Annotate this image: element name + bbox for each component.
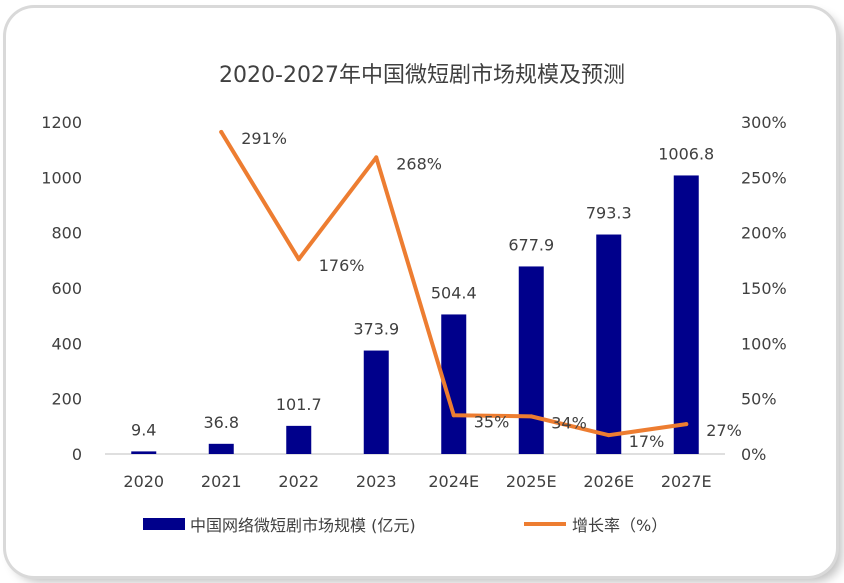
growth-data-label: 291%: [241, 129, 287, 148]
left-axis-tick-label: 200: [51, 390, 82, 409]
growth-line-series: 291% 176% 268% 35% 34% 17% 27%: [219, 129, 742, 451]
x-axis-tick-label: 2021: [201, 472, 242, 491]
x-axis-tick-label: 2020: [123, 472, 164, 491]
left-axis-tick-label: 600: [51, 279, 82, 298]
growth-point: [219, 129, 224, 134]
left-axis-tick-label: 0: [72, 445, 82, 464]
growth-point: [684, 422, 689, 427]
growth-data-label: 176%: [319, 256, 365, 275]
bar-data-label: 793.3: [586, 204, 632, 223]
legend: 中国网络微短剧市场规模 (亿元) 增长率（%）: [143, 516, 667, 535]
right-axis-tick-label: 100%: [741, 334, 787, 353]
growth-data-label: 35%: [474, 412, 510, 431]
left-axis-tick-label: 400: [51, 334, 82, 353]
bar: [596, 234, 622, 454]
growth-point: [529, 414, 534, 419]
left-axis-tick-label: 1000: [41, 168, 82, 187]
bar-series: 9.4 36.8 101.7 373.9 504.4 677.9 793.3 1006.8: [131, 144, 714, 454]
x-axis-tick-label: 2022: [278, 472, 319, 491]
x-axis-tick-label: 2024E: [428, 472, 479, 491]
x-axis: 2020 2021 2022 2023 2024E 2025E 2026E 2027E: [105, 453, 725, 491]
growth-data-label: 17%: [629, 432, 665, 451]
legend-line-label: 增长率（%）: [572, 516, 667, 535]
growth-point: [296, 257, 301, 262]
right-axis-tick-label: 0%: [741, 445, 766, 464]
bar: [673, 175, 699, 454]
bar-data-label: 373.9: [353, 320, 399, 339]
bar: [208, 443, 234, 454]
right-axis-tick-label: 200%: [741, 224, 787, 243]
growth-data-label: 34%: [551, 413, 587, 432]
bar-data-label: 9.4: [131, 420, 156, 439]
left-axis-tick-label: 1200: [41, 113, 82, 132]
bar: [131, 451, 157, 454]
left-axis-tick-label: 800: [51, 224, 82, 243]
x-axis-tick-label: 2023: [356, 472, 397, 491]
growth-point: [374, 155, 379, 160]
chart-title: 2020-2027年中国微短剧市场规模及预测: [219, 63, 625, 88]
left-axis: 0 200 400 600 800 1000 1200: [41, 113, 82, 464]
bar-data-label: 677.9: [508, 235, 554, 254]
growth-data-label: 27%: [706, 421, 742, 440]
growth-data-label: 268%: [396, 154, 442, 173]
legend-bar-swatch: [143, 518, 185, 530]
bar: [286, 425, 312, 454]
right-axis-tick-label: 150%: [741, 279, 787, 298]
x-axis-tick-label: 2025E: [506, 472, 557, 491]
right-axis: 0% 50% 100% 150% 200% 250% 300%: [741, 113, 787, 464]
bar: [363, 350, 389, 454]
bar: [518, 266, 544, 454]
bar-data-label: 504.4: [431, 283, 477, 302]
bar-data-label: 101.7: [276, 395, 322, 414]
bar-data-label: 36.8: [203, 413, 239, 432]
legend-bar-label: 中国网络微短剧市场规模 (亿元): [190, 516, 416, 535]
bar-data-label: 1006.8: [658, 144, 714, 163]
right-axis-tick-label: 300%: [741, 113, 787, 132]
x-axis-tick-label: 2026E: [583, 472, 634, 491]
right-axis-tick-label: 250%: [741, 168, 787, 187]
growth-point: [451, 413, 456, 418]
right-axis-tick-label: 50%: [741, 390, 777, 409]
growth-point: [606, 433, 611, 438]
x-axis-tick-label: 2027E: [661, 472, 712, 491]
